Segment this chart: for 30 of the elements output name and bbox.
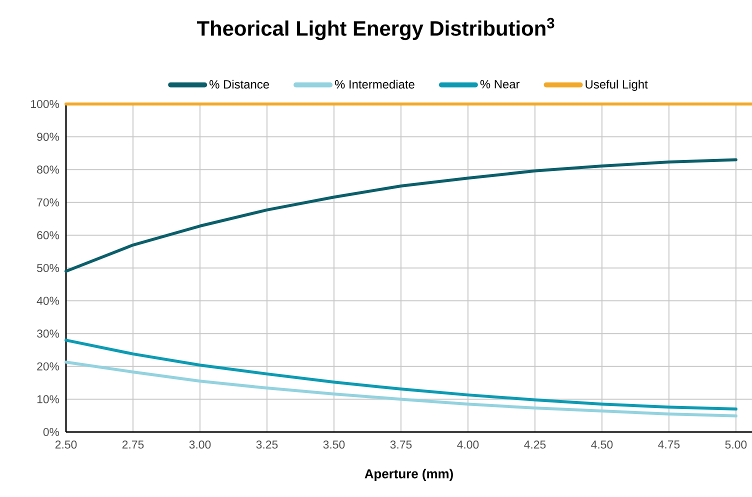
y-tick-label: 30%	[36, 330, 60, 338]
x-tick-label: 4.50	[591, 440, 613, 449]
y-tick-label: 80%	[37, 166, 60, 174]
x-tick-label: 4.25	[524, 440, 546, 449]
x-tick-label: 3.50	[323, 440, 345, 449]
x-tick-label: 3.00	[189, 440, 211, 449]
y-tick-label: 10%	[37, 395, 60, 404]
y-tick-label: 60%	[37, 231, 60, 240]
legend-label: % Distance	[210, 80, 269, 89]
x-tick-label: 4.75	[658, 440, 680, 449]
y-tick-label: 90%	[37, 132, 60, 141]
x-tick-label: 3.25	[256, 440, 278, 449]
legend-label: % Intermediate	[334, 80, 414, 89]
line-series	[64, 338, 738, 411]
x-tick-label: 4.00	[457, 440, 479, 449]
y-tick-label: 40%	[36, 296, 60, 305]
y-tick-label: 70%	[37, 198, 60, 206]
chart-title: Theorical Light Energy Distribution$^{3}$	[196, 18, 554, 40]
x-tick-label: 5.00	[725, 440, 747, 449]
legend-label: % Near	[480, 80, 520, 88]
x-tick-label: 3.75	[390, 440, 412, 449]
x-tick-label: 2.75	[122, 440, 144, 449]
legend-label: Useful Light	[586, 80, 648, 91]
x-tick-label: 2.50	[55, 440, 77, 449]
y-tick-label: 20%	[37, 362, 60, 370]
y-tick-label: 100%	[31, 100, 60, 108]
x-axis-title: Aperture (mm)	[364, 468, 453, 481]
y-tick-label: 0%	[43, 428, 60, 436]
y-tick-label: 50%	[37, 264, 60, 272]
line-series	[64, 158, 738, 273]
